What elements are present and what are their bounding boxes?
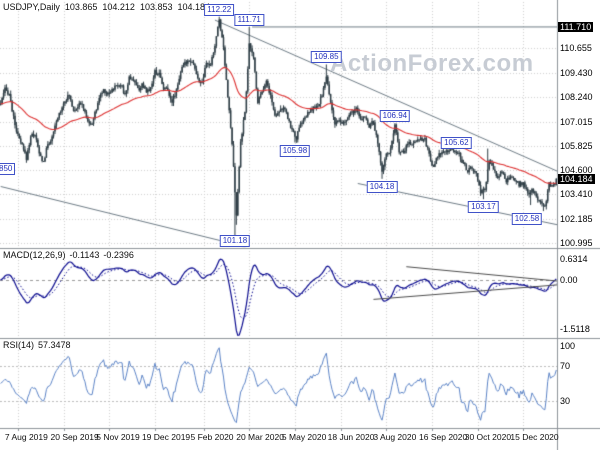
date-axis-label: 20 Sep 2019 xyxy=(50,432,99,442)
macd-axis-label: 0.00 xyxy=(560,274,578,285)
close-value: 104.184 xyxy=(177,2,211,12)
price-axis-label: 109.430 xyxy=(560,67,593,78)
date-axis-label: 3 Aug 2020 xyxy=(373,432,417,442)
pivot-price-label: 101.18 xyxy=(219,235,251,247)
pivot-price-label: 111.71 xyxy=(234,13,264,26)
price-axis-label: 110.655 xyxy=(560,43,592,54)
date-axis-label: 16 Sep 2020 xyxy=(419,432,468,442)
price-axis-label: 107.015 xyxy=(560,116,593,127)
price-axis-label-highlight: 104.184 xyxy=(558,173,595,184)
price-axis-label: 105.825 xyxy=(560,140,593,151)
rsi-name: RSI(14) xyxy=(3,340,35,350)
open-value: 103.865 xyxy=(64,2,98,12)
macd-axis-label: -1.5118 xyxy=(560,324,590,335)
rsi-value: 57.3478 xyxy=(38,340,71,350)
macd-indicator-label: MACD(12,26,9) -0.1143 -0.2396 xyxy=(3,250,138,260)
rsi-axis-label: 30 xyxy=(560,395,571,406)
date-axis-label: 18 Jun 2020 xyxy=(327,432,375,442)
macd-axis-label: 0.6314 xyxy=(560,254,588,265)
macd-value-main: -0.1143 xyxy=(69,250,100,260)
price-axis-label: 108.240 xyxy=(560,91,593,102)
pivot-price-label: 112.22 xyxy=(204,3,235,16)
date-axis-label: 5 May 2020 xyxy=(281,432,327,442)
pivot-price-label: 106.94 xyxy=(379,110,411,123)
date-axis-label: 19 Dec 2019 xyxy=(141,432,191,442)
symbol-ohlc-info: USDJPY,Daily 103.865 104.212 103.853 104.184 xyxy=(3,2,215,12)
watermark: ActionForex.com xyxy=(330,50,534,77)
rsi-axis-label: 70 xyxy=(560,361,571,372)
high-value: 104.212 xyxy=(102,2,135,12)
price-axis-label: 102.185 xyxy=(560,214,593,225)
pivot-price-label: 105.62 xyxy=(441,136,472,149)
clipped-price-label: 850 xyxy=(0,163,16,175)
date-axis-label: 20 Mar 2020 xyxy=(236,432,284,442)
symbol-timeframe: USDJPY,Daily xyxy=(3,2,60,12)
price-axis-label: 104.600 xyxy=(560,165,593,176)
pivot-price-label: 109.85 xyxy=(311,51,342,64)
price-axis-label-highlight: 111.710 xyxy=(558,21,594,32)
pivot-price-label: 102.58 xyxy=(511,213,543,226)
date-axis-label: 15 Dec 2020 xyxy=(510,432,559,442)
date-axis-label: 5 Nov 2019 xyxy=(96,432,140,442)
pivot-price-label: 104.18 xyxy=(366,180,398,193)
date-axis-label: 7 Aug 2019 xyxy=(4,432,48,442)
price-axis-label: 103.410 xyxy=(560,189,593,200)
macd-value-signal: -0.2396 xyxy=(103,250,134,260)
low-value: 103.853 xyxy=(139,2,173,12)
macd-name: MACD(12,26,9) xyxy=(3,250,66,260)
rsi-axis-label: 100 xyxy=(560,341,576,351)
price-axis-label: 100.995 xyxy=(560,238,593,249)
rsi-indicator-label: RSI(14) 57.3478 xyxy=(3,340,75,350)
date-axis-label: 5 Feb 2020 xyxy=(190,432,234,442)
date-axis-label: 30 Oct 2020 xyxy=(464,432,512,442)
pivot-price-label: 105.98 xyxy=(279,144,311,157)
pivot-price-label: 103.17 xyxy=(468,201,499,214)
